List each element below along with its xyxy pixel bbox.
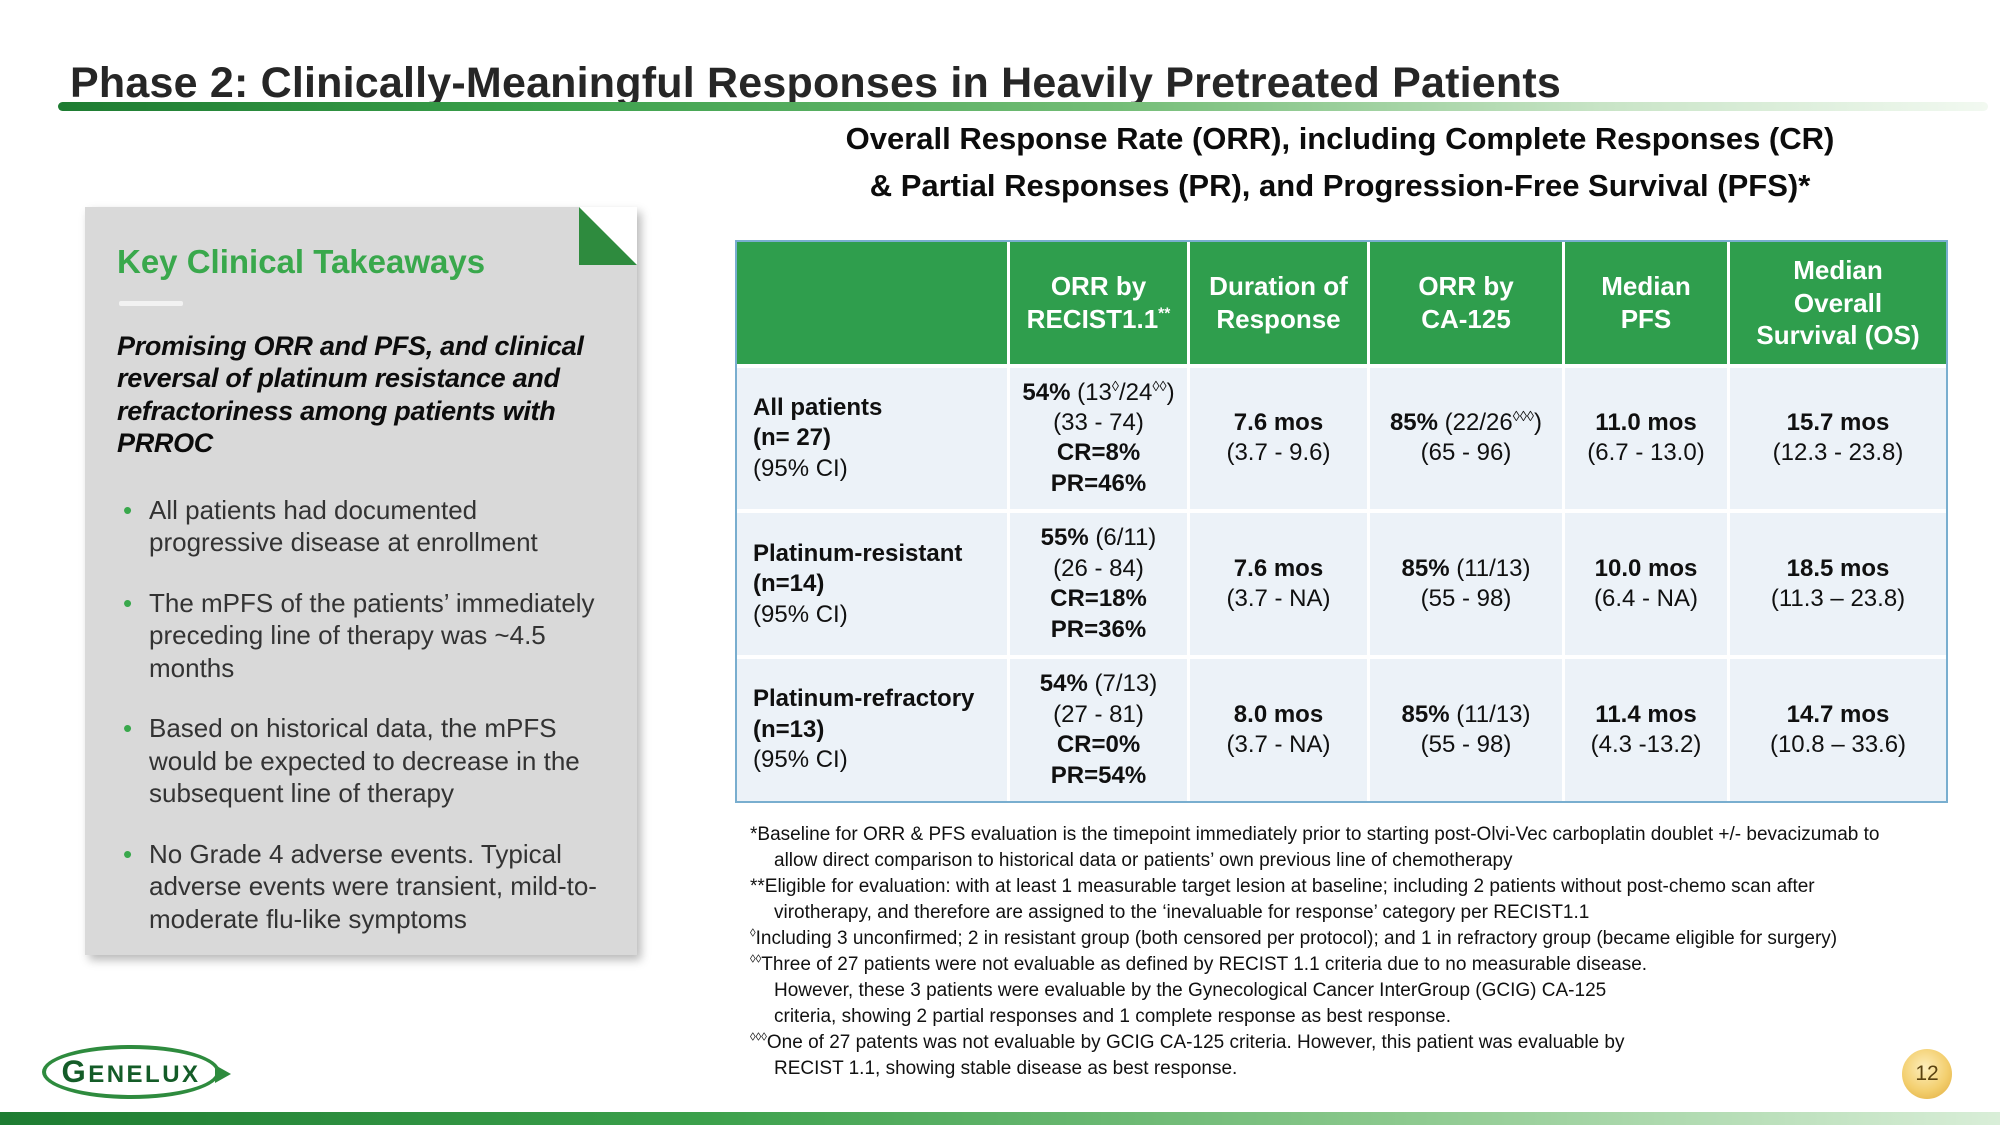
column-header	[737, 242, 1007, 364]
footnote-line: ◊◊Three of 27 patients were not evaluabl…	[750, 953, 1648, 976]
table-cell: 14.7 mos (10.8 – 33.6)	[1727, 655, 1946, 802]
takeaways-divider	[119, 301, 183, 306]
footer-accent-bar	[0, 1112, 2000, 1125]
takeaways-heading: Key Clinical Takeaways	[117, 243, 486, 280]
column-header: Median Overall Survival (OS)	[1727, 242, 1946, 364]
table-row: Platinum-resistant (n=14) (95% CI) 55% (6/1…	[737, 509, 1946, 656]
table-title-line1: Overall Response Rate (ORR), including C…	[845, 121, 1835, 156]
footnote-line: **Eligible for evaluation: with at least…	[750, 876, 1815, 898]
table-cell: 54% (13◊/24◊◊) (33 - 74) CR=8% PR=46%	[1007, 363, 1187, 510]
table-cell: 85% (22/26◊◊◊) (65 - 96)	[1367, 363, 1562, 510]
title-accent-bar	[58, 102, 1988, 111]
folded-corner-icon	[579, 207, 637, 265]
footnote-line: virotherapy, and therefore are assigned …	[774, 902, 1590, 924]
row-label-cell: Platinum-resistant (n=14) (95% CI)	[737, 509, 1007, 656]
takeaway-bullet: Based on historical data, the mPFS would…	[117, 712, 607, 810]
table-cell: 15.7 mos (12.3 - 23.8)	[1727, 363, 1946, 510]
takeaway-bullet: All patients had documented progressive …	[117, 494, 607, 559]
row-label-cell: All patients (n= 27) (95% CI)	[737, 363, 1007, 510]
table-row: Platinum-refractory (n=13) (95% CI) 54% (7/…	[737, 655, 1946, 802]
table-cell: 10.0 mos (6.4 - NA)	[1562, 509, 1727, 656]
footnote-line: However, these 3 patients were evaluable…	[774, 980, 1607, 1002]
table-cell: 11.4 mos (4.3 -13.2)	[1562, 655, 1727, 802]
key-takeaways-panel: Key Clinical Takeaways Promising ORR and…	[85, 207, 637, 955]
results-table: ORR by RECIST1.1** Duration of Response ORR …	[735, 240, 1948, 804]
table-cell: 85% (11/13) (55 - 98)	[1367, 509, 1562, 656]
takeaway-bullet: No Grade 4 adverse events. Typical adver…	[117, 838, 607, 936]
table-cell: 55% (6/11) (26 - 84) CR=18% PR=36%	[1007, 509, 1187, 656]
results-table-body: All patients (n= 27) (95% CI) 54% (13◊/24◊◊…	[737, 363, 1946, 802]
table-cell: 7.6 mos (3.7 - NA)	[1187, 509, 1367, 656]
slide-title: Phase 2: Clinically-Meaningful Responses…	[70, 58, 1562, 107]
footnotes: *Baseline for ORR & PFS evaluation is th…	[750, 822, 1995, 1082]
footnote-line: RECIST 1.1, showing stable disease as be…	[774, 1058, 1238, 1080]
table-cell: 18.5 mos (11.3 – 23.8)	[1727, 509, 1946, 656]
footnote-line: criteria, showing 2 partial responses an…	[774, 1006, 1451, 1028]
table-title: Overall Response Rate (ORR), including C…	[700, 116, 1980, 209]
row-label-cell: Platinum-refractory (n=13) (95% CI)	[737, 655, 1007, 802]
table-cell: 54% (7/13) (27 - 81) CR=0% PR=54%	[1007, 655, 1187, 802]
takeaway-bullet: The mPFS of the patients’ immediately pr…	[117, 587, 607, 685]
table-cell: 85% (11/13) (55 - 98)	[1367, 655, 1562, 802]
column-header: Duration of Response	[1187, 242, 1367, 364]
genelux-logo: GENELUX	[42, 1045, 231, 1099]
table-title-line2: & Partial Responses (PR), and Progressio…	[869, 167, 1811, 203]
footnote-line: allow direct comparison to historical da…	[774, 850, 1513, 872]
footnote-line: ◊◊◊One of 27 patents was not evaluable b…	[750, 1031, 1625, 1054]
logo-wordmark: GENELUX	[61, 1054, 201, 1089]
column-header: ORR by CA-125	[1367, 242, 1562, 364]
table-cell: 11.0 mos (6.7 - 13.0)	[1562, 363, 1727, 510]
footnote-line: ◊Including 3 unconfirmed; 2 in resistant…	[750, 927, 1838, 950]
table-row: All patients (n= 27) (95% CI) 54% (13◊/24◊◊…	[737, 363, 1946, 510]
takeaways-list: All patients had documented progressive …	[117, 494, 607, 936]
takeaways-lead: Promising ORR and PFS, and clinical reve…	[117, 331, 584, 459]
table-cell: 8.0 mos (3.7 - NA)	[1187, 655, 1367, 802]
table-cell: 7.6 mos (3.7 - 9.6)	[1187, 363, 1367, 510]
column-header: ORR by RECIST1.1**	[1007, 242, 1187, 364]
results-table-head-row: ORR by RECIST1.1** Duration of Response ORR …	[737, 242, 1946, 364]
column-header: Median PFS	[1562, 242, 1727, 364]
page-number: 12	[1915, 1062, 1939, 1085]
page-number-badge: 12	[1902, 1049, 1952, 1099]
footnote-line: *Baseline for ORR & PFS evaluation is th…	[750, 824, 1880, 845]
